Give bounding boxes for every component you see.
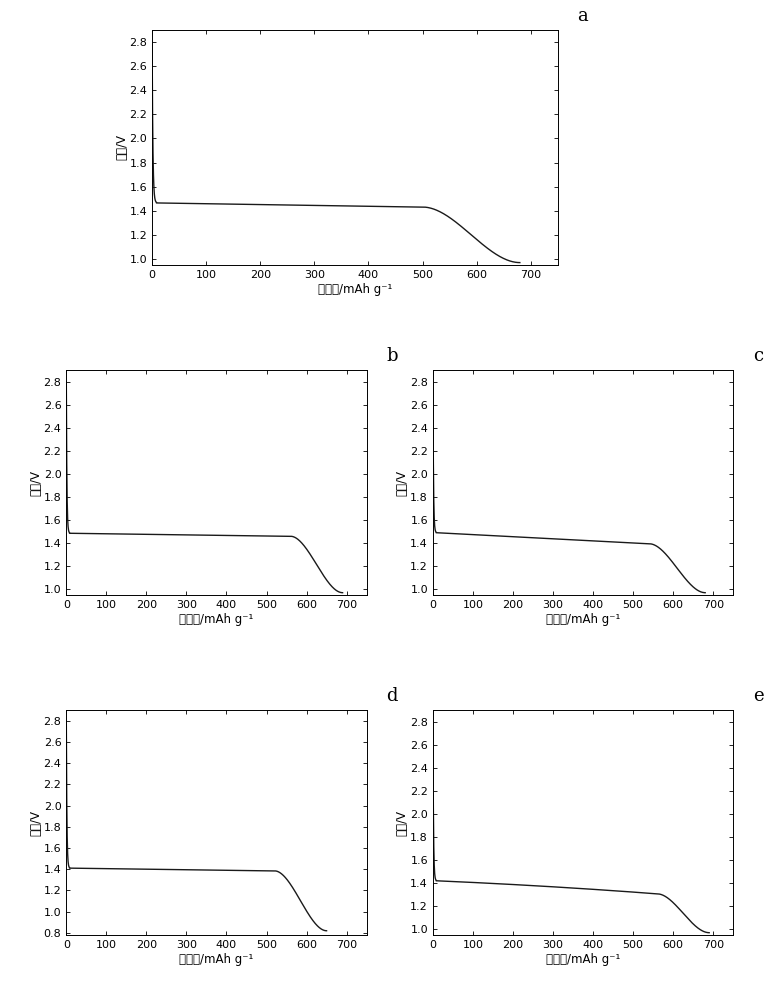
X-axis label: 比容量/mAh g⁻¹: 比容量/mAh g⁻¹ <box>179 613 254 626</box>
X-axis label: 比容量/mAh g⁻¹: 比容量/mAh g⁻¹ <box>546 613 620 626</box>
Text: a: a <box>577 7 588 25</box>
X-axis label: 比容量/mAh g⁻¹: 比容量/mAh g⁻¹ <box>317 283 392 296</box>
Y-axis label: 电压/V: 电压/V <box>29 470 42 495</box>
X-axis label: 比容量/mAh g⁻¹: 比容量/mAh g⁻¹ <box>179 953 254 966</box>
Y-axis label: 电压/V: 电压/V <box>115 134 128 160</box>
Y-axis label: 电压/V: 电压/V <box>395 810 409 835</box>
Y-axis label: 电压/V: 电压/V <box>29 810 42 835</box>
Text: c: c <box>753 347 763 365</box>
Y-axis label: 电压/V: 电压/V <box>395 470 409 495</box>
Text: e: e <box>753 687 764 705</box>
X-axis label: 比容量/mAh g⁻¹: 比容量/mAh g⁻¹ <box>546 953 620 966</box>
Text: d: d <box>386 687 398 705</box>
Text: b: b <box>386 347 398 365</box>
